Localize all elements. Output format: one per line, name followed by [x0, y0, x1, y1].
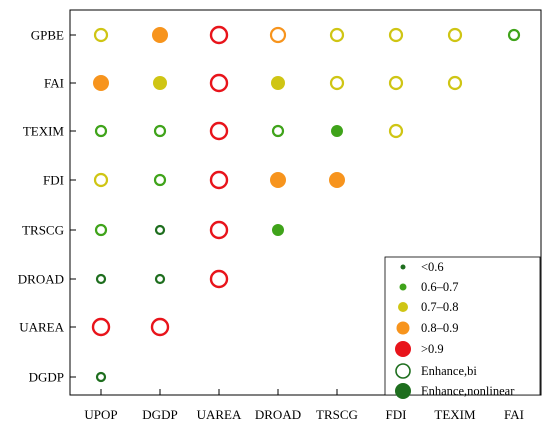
data-point	[388, 123, 404, 139]
data-point	[447, 27, 463, 43]
y-tick-label: TRSCG	[22, 223, 64, 238]
y-tick-label: FAI	[44, 76, 64, 91]
x-tick-label: TEXIM	[434, 407, 476, 422]
points-layer	[91, 25, 521, 383]
x-axis: UPOP DGDP UAREA DROAD TRSCG FDI TEXIM FAI	[84, 389, 524, 422]
x-tick-label: FDI	[386, 407, 407, 422]
data-point	[329, 27, 345, 43]
legend-label: <0.6	[421, 260, 444, 274]
legend-marker	[395, 341, 411, 357]
y-tick-label: GPBE	[31, 28, 64, 43]
x-tick-label: TRSCG	[316, 407, 358, 422]
x-tick-label: FAI	[504, 407, 524, 422]
data-point	[93, 75, 109, 91]
data-point	[329, 172, 345, 188]
data-point	[153, 76, 167, 90]
data-point	[270, 172, 286, 188]
legend-label: 0.6–0.7	[421, 280, 459, 294]
data-point	[95, 371, 107, 383]
data-point	[209, 170, 229, 190]
legend-box	[384, 256, 541, 396]
data-point	[152, 27, 168, 43]
data-point	[154, 273, 166, 285]
legend-label: Enhance,bi	[421, 364, 477, 378]
data-point	[153, 173, 167, 187]
data-point	[150, 317, 170, 337]
legend-marker	[395, 363, 411, 379]
data-point	[507, 28, 521, 42]
y-tick-label: DROAD	[18, 272, 64, 287]
x-tick-label: DROAD	[255, 407, 301, 422]
data-point	[269, 26, 287, 44]
legend-label: Enhance,nonlinear	[421, 384, 515, 398]
legend-marker	[398, 302, 408, 312]
data-point	[209, 73, 229, 93]
x-tick-label: DGDP	[142, 407, 177, 422]
y-tick-label: UAREA	[19, 320, 64, 335]
data-point	[271, 124, 285, 138]
data-point	[93, 27, 109, 43]
y-tick-label: TEXIM	[23, 124, 65, 139]
y-tick-label: DGDP	[29, 370, 64, 385]
data-point	[272, 224, 284, 236]
legend-label: 0.8–0.9	[421, 321, 459, 335]
data-point	[153, 124, 167, 138]
data-point	[271, 76, 285, 90]
legend-label: >0.9	[421, 342, 444, 356]
data-point	[447, 75, 463, 91]
data-point	[209, 269, 229, 289]
data-point	[94, 124, 108, 138]
data-point	[95, 273, 107, 285]
legend-label: 0.7–0.8	[421, 300, 459, 314]
data-point	[94, 223, 108, 237]
legend: <0.6 0.6–0.7 0.7–0.8 0.8–0.9 >0.9 Enhance,bi E…	[384, 256, 541, 399]
x-tick-label: UAREA	[197, 407, 242, 422]
data-point	[154, 224, 166, 236]
legend-marker	[395, 383, 411, 399]
legend-marker	[400, 264, 406, 270]
legend-marker	[396, 321, 410, 335]
data-point	[209, 121, 229, 141]
data-point	[388, 75, 404, 91]
data-point	[209, 25, 229, 45]
data-point	[331, 125, 343, 137]
data-point	[209, 220, 229, 240]
data-point	[388, 27, 404, 43]
y-tick-label: FDI	[43, 173, 64, 188]
y-axis: GPBE FAI TEXIM FDI TRSCG DROAD UAREA DGDP	[18, 28, 76, 385]
data-point	[91, 317, 111, 337]
x-tick-label: UPOP	[84, 407, 117, 422]
data-point	[93, 172, 109, 188]
data-point	[329, 75, 345, 91]
legend-marker	[399, 283, 407, 291]
